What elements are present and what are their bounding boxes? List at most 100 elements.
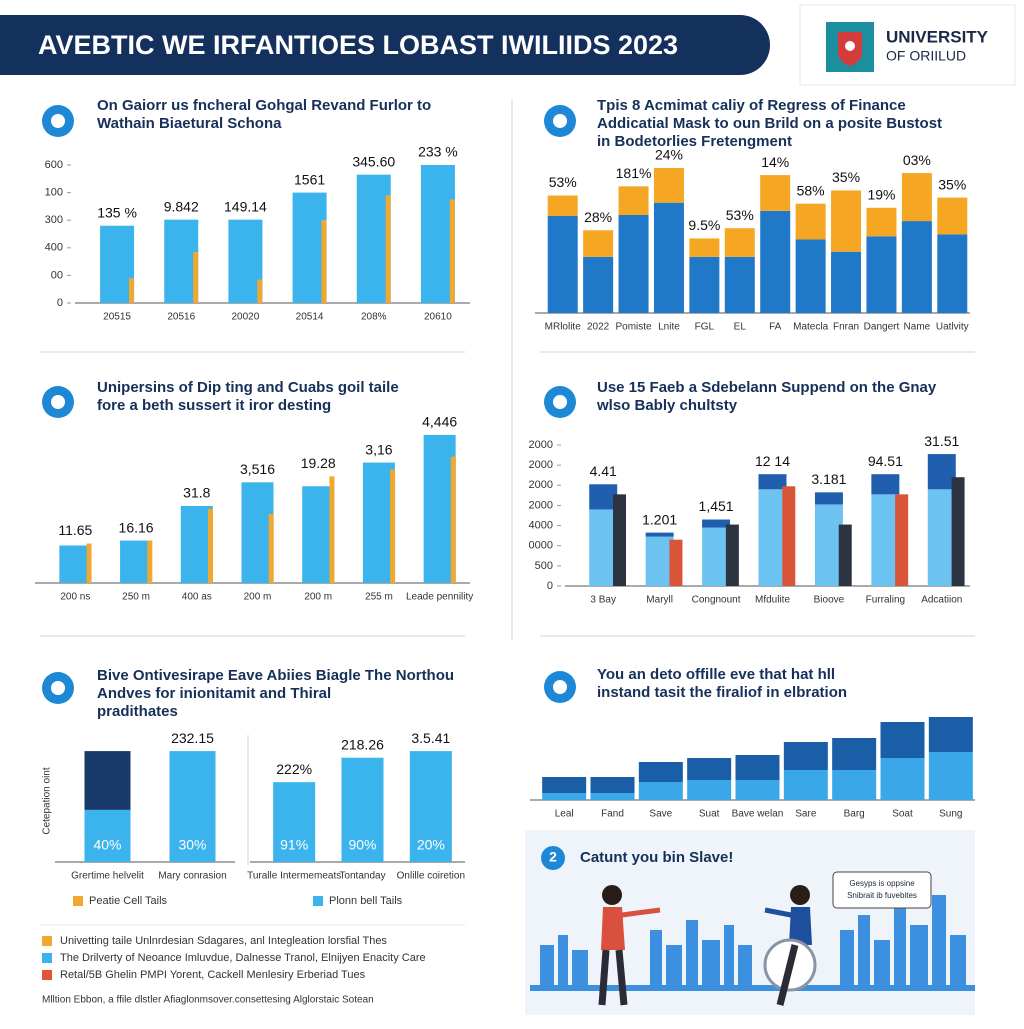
x-tick-label: Save [649,809,672,820]
x-tick-label: Sare [795,809,817,820]
x-tick-label: 200 ns [60,592,90,603]
x-tick-label: 255 m [365,592,393,603]
chart-title: Wathain Biaetural Schona [97,115,282,132]
bar [758,489,787,586]
logo-text: OF ORIILUD [886,48,966,64]
bar [669,539,683,586]
bar-annotation: 218.26 [341,736,384,752]
bar [927,489,956,586]
bar-annotation: 222% [276,761,312,777]
bar [645,536,674,586]
footer: Mlltion Ebbon, a ffile dlstler Afiaglonm… [42,995,374,1006]
bar [589,484,618,510]
bar [542,777,587,793]
note-swatch [42,953,52,963]
x-tick-label: 2022 [587,322,610,333]
bar [687,758,732,780]
skyline [530,895,975,991]
bar-annotation: 28% [584,209,612,225]
section-icon-inner [51,114,65,128]
bar-inner-label: 40% [93,837,121,853]
bar [653,167,684,203]
bar [871,474,900,495]
chart-title: fore a beth sussert it iror desting [97,397,331,414]
section-icon-inner [51,681,65,695]
note-text: Retal/5B Ghelin PMPI Yorent, Cackell Men… [60,969,366,981]
bar [653,202,684,313]
bar [329,476,335,583]
bar-inner-label: 20% [417,837,445,853]
bar-annotation: 181% [616,165,652,181]
bar-annotation: 31.8 [183,485,210,501]
bar [937,234,968,313]
bar [241,482,274,583]
bar [795,239,826,313]
bar [583,256,614,313]
section-icon-inner [553,680,567,694]
bar [84,809,131,862]
bar-annotation: 3.181 [811,471,846,487]
bar [618,186,649,215]
x-tick-label: Name [904,322,931,333]
y-tick-label: 2000 [529,459,553,471]
bar-annotation: 4.41 [590,463,617,479]
bar [385,195,391,303]
bar [735,755,780,780]
bar-annotation: 35% [938,176,966,192]
bar-annotation: 1,451 [699,498,734,514]
bar [735,780,780,800]
x-tick-label: Furraling [866,595,905,606]
x-tick-label: Matecla [793,322,828,333]
bar [589,509,618,586]
x-tick-label: 250 m [122,592,150,603]
bar [164,219,199,303]
bar [927,454,956,490]
bar-annotation: 149.14 [224,198,267,214]
bar-annotation: 1.201 [642,511,677,527]
speech-bubble [832,871,932,909]
person-left [598,885,661,1006]
legend-swatch [73,896,83,906]
bar-annotation: 3.5.41 [411,730,450,746]
y-tick-label: 2000 [529,479,553,491]
x-tick-label: Uatlvity [936,322,969,333]
bar [951,477,965,586]
x-tick-label: Leade pennility [406,592,473,603]
y-tick-label: 4000 [529,519,553,531]
x-tick-label: MRlolite [545,322,582,333]
x-tick-label: Pomiste [615,322,652,333]
x-tick-label: 400 as [182,592,212,603]
bar [866,236,897,313]
x-tick-label: 20515 [103,312,131,323]
bubble-text: Snibrait ib fuvebites [847,891,917,900]
bar [814,504,843,586]
x-tick-label: Fand [601,809,624,820]
section-icon-inner [553,395,567,409]
x-tick-label: Turalle Intermemeats [247,871,341,882]
x-tick-label: Barg [844,809,865,820]
x-tick-label: 200 m [304,592,332,603]
chart-title: instand tasit the firaliof in elbration [597,684,847,701]
bar [928,752,973,800]
bar [638,762,683,782]
y-tick-label: 100 [45,187,63,199]
bar [814,492,843,505]
chart-title: Bive Ontivesirape Eave Abiies Biagle The… [97,667,454,684]
x-tick-label: FGL [695,322,715,333]
chart-title: You an deto offille eve that hat hll [597,666,835,683]
bar [689,256,720,313]
x-tick-label: Bave welan [732,809,784,820]
note-swatch [42,936,52,946]
chart-title: Andves for inionitamit and Thiral [97,685,331,702]
bar [795,203,826,240]
bar [547,195,578,216]
bar [193,251,199,303]
x-tick-label: Mfdulite [755,595,790,606]
x-tick-label: 3 Bay [590,595,616,606]
bar [831,190,862,252]
section-icon-inner [553,114,567,128]
bar-annotation: 3,516 [240,461,275,477]
x-tick-label: Sung [939,809,962,820]
x-tick-label: Leal [555,809,574,820]
y-tick-label: 00 [51,269,63,281]
